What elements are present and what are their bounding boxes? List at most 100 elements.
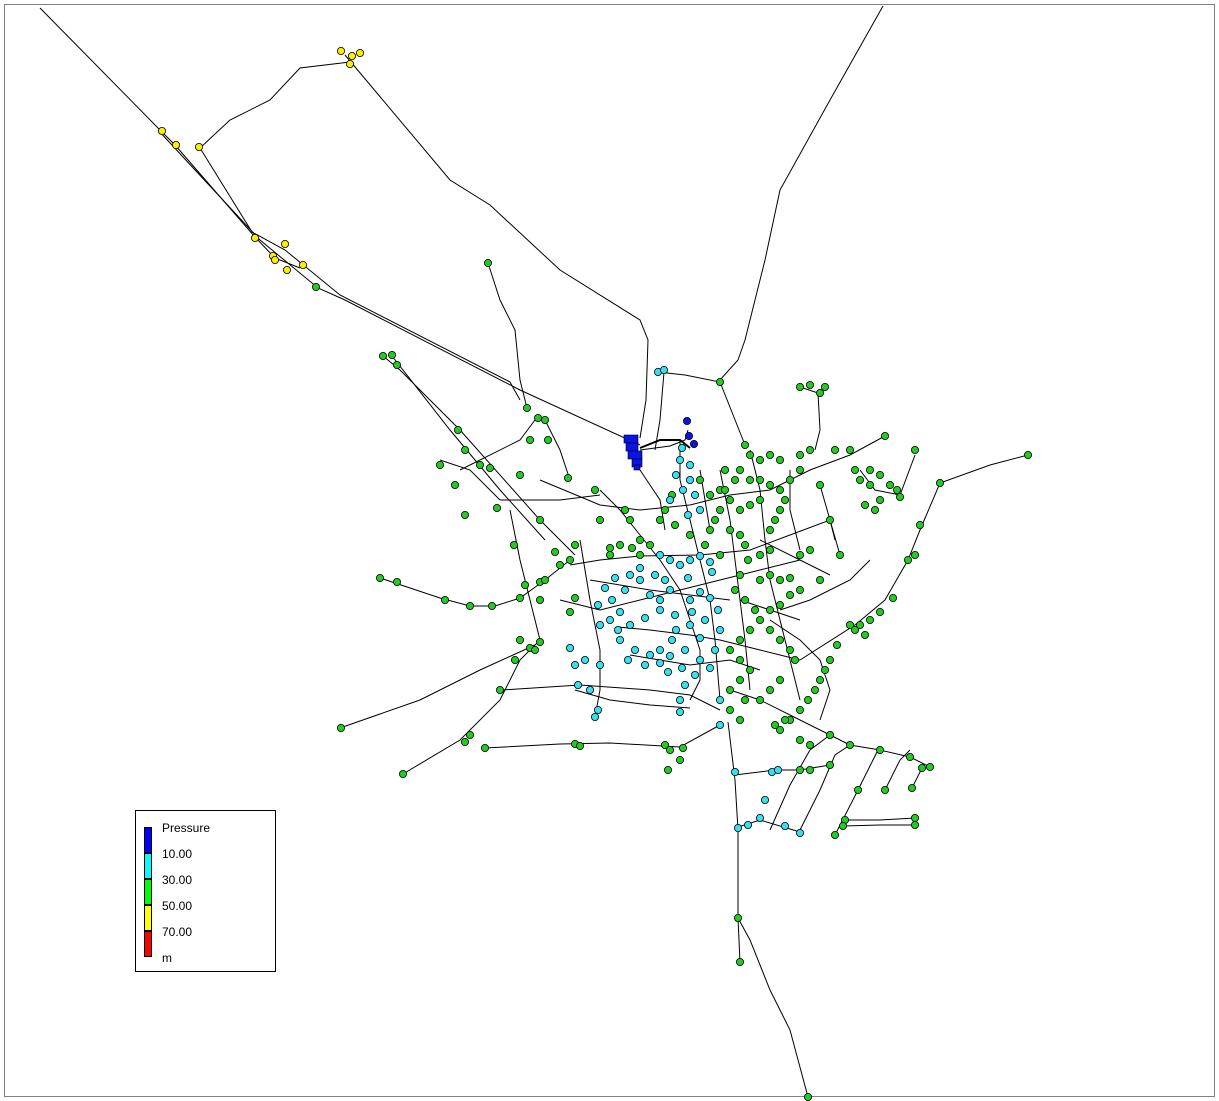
junction-node-blue[interactable] [690,439,699,448]
junction-node-green[interactable] [398,770,407,779]
junction-node-green[interactable] [676,756,685,765]
junction-node-green[interactable] [766,606,775,615]
junction-node-green[interactable] [831,445,840,454]
junction-node-cyan[interactable] [761,796,770,805]
pump-station-block[interactable] [627,450,643,460]
junction-node-green[interactable] [666,746,675,755]
junction-node-green[interactable] [736,676,745,685]
junction-node-green[interactable] [566,608,575,617]
junction-node-green[interactable] [526,435,535,444]
junction-node-green[interactable] [701,541,710,550]
junction-node-cyan[interactable] [594,601,603,610]
junction-node-cyan[interactable] [664,668,673,677]
junction-node-green[interactable] [392,360,401,369]
junction-node-green[interactable] [876,746,885,755]
junction-node-green[interactable] [836,551,845,560]
junction-node-green[interactable] [460,445,469,454]
junction-node-cyan[interactable] [656,606,665,615]
junction-node-green[interactable] [736,531,745,540]
pump-station-blocks[interactable] [623,434,691,471]
junction-node-green[interactable] [776,676,785,685]
junction-node-cyan[interactable] [601,584,610,593]
junction-node-green[interactable] [821,666,830,675]
junction-node-cyan[interactable] [676,455,685,464]
junction-node-cyan[interactable] [574,681,583,690]
junction-node-yellow[interactable] [336,47,345,56]
junction-node-green[interactable] [741,440,750,449]
junction-node-green[interactable] [908,784,917,793]
junction-node-green[interactable] [731,586,740,595]
junction-node-green[interactable] [606,551,615,560]
junction-node-green[interactable] [495,686,504,695]
junction-node-green[interactable] [465,602,474,611]
junction-node-cyan[interactable] [686,556,695,565]
junction-node-green[interactable] [911,814,920,823]
pump-station-block[interactable] [623,434,639,444]
junction-node-cyan[interactable] [668,636,677,645]
junction-node-green[interactable] [911,821,920,830]
junction-node-yellow[interactable] [280,239,289,248]
junction-node-green[interactable] [566,556,575,565]
junction-node-green[interactable] [791,656,800,665]
junction-node-green[interactable] [679,744,688,753]
junction-node-green[interactable] [776,455,785,464]
junction-node-green[interactable] [839,822,848,831]
junction-node-cyan[interactable] [608,596,617,605]
junction-node-green[interactable] [766,686,775,695]
junction-node-green[interactable] [716,551,725,560]
junction-node-green[interactable] [516,470,525,479]
junction-node-cyan[interactable] [676,561,685,570]
junction-node-green[interactable] [811,686,820,695]
junction-node-cyan[interactable] [594,706,603,715]
junction-node-cyan[interactable] [672,470,681,479]
junction-nodes[interactable] [157,47,1033,1101]
junction-node-yellow[interactable] [282,265,291,274]
junction-node-green[interactable] [487,602,496,611]
junction-node-green[interactable] [626,516,635,525]
junction-node-cyan[interactable] [616,608,625,617]
junction-node-green[interactable] [846,621,855,630]
junction-node-yellow[interactable] [347,52,356,61]
junction-node-green[interactable] [746,666,755,675]
junction-node-cyan[interactable] [716,721,725,730]
junction-node-green[interactable] [776,636,785,645]
junction-node-cyan[interactable] [596,661,605,670]
junction-node-cyan[interactable] [686,460,695,469]
junction-node-yellow[interactable] [270,255,279,264]
junction-node-green[interactable] [781,495,790,504]
junction-node-cyan[interactable] [696,552,705,561]
junction-node-green[interactable] [926,763,935,772]
junction-node-cyan[interactable] [681,681,690,690]
junction-node-green[interactable] [861,631,870,640]
junction-node-yellow[interactable] [298,260,307,269]
junction-node-green[interactable] [856,475,865,484]
junction-node-cyan[interactable] [686,596,695,605]
junction-node-cyan[interactable] [666,556,675,565]
junction-node-cyan[interactable] [646,591,655,600]
junction-node-cyan[interactable] [701,616,710,625]
junction-node-green[interactable] [766,571,775,580]
junction-node-green[interactable] [726,526,735,535]
junction-node-green[interactable] [881,786,890,795]
junction-node-green[interactable] [460,510,469,519]
pump-station-block[interactable] [625,442,639,452]
junction-node-green[interactable] [571,541,580,550]
junction-node-green[interactable] [876,495,885,504]
junction-node-green[interactable] [392,578,401,587]
junction-node-green[interactable] [786,646,795,655]
junction-node-green[interactable] [736,716,745,725]
junction-node-cyan[interactable] [706,558,715,567]
junction-node-green[interactable] [826,516,835,525]
junction-node-green[interactable] [746,500,755,509]
junction-node-cyan[interactable] [621,586,630,595]
junction-node-green[interactable] [453,425,462,434]
junction-node-green[interactable] [776,601,785,610]
junction-node-green[interactable] [706,490,715,499]
junction-node-green[interactable] [716,505,725,514]
junction-node-yellow[interactable] [171,140,180,149]
junction-node-cyan[interactable] [676,708,685,717]
junction-node-green[interactable] [741,541,750,550]
junction-node-cyan[interactable] [611,574,620,583]
junction-node-green[interactable] [766,526,775,535]
junction-node-green[interactable] [336,724,345,733]
